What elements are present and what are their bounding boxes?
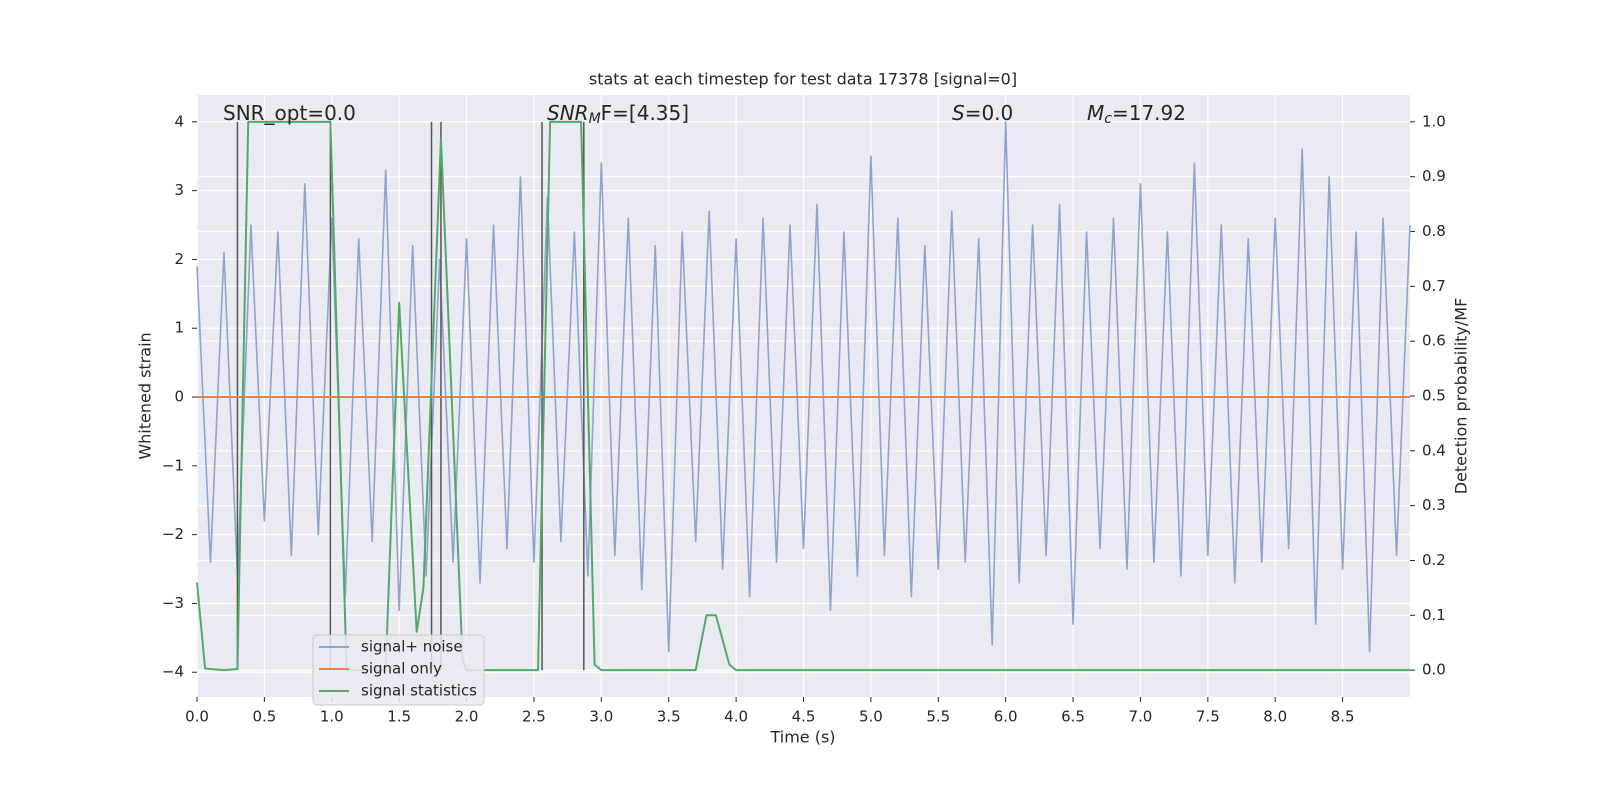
y-tick-label: 1 xyxy=(174,319,184,337)
x-tick-label: 7.5 xyxy=(1196,708,1220,726)
annotation-text: =0.0 xyxy=(965,101,1014,125)
y2-tick-label: 1.0 xyxy=(1422,112,1446,130)
y-tick-label: −3 xyxy=(162,594,184,612)
x-tick-label: 4.5 xyxy=(792,708,816,726)
annotation-symbol: S xyxy=(952,101,965,125)
y2-tick-label: 0.2 xyxy=(1422,551,1446,569)
annotation-text: =17.92 xyxy=(1112,101,1186,125)
annotation-text: F=[4.35] xyxy=(601,101,689,125)
x-tick-label: 3.5 xyxy=(657,708,681,726)
y2-tick-label: 0.8 xyxy=(1422,222,1446,240)
y-tick-label: 4 xyxy=(174,112,184,130)
y-axis-label: Whitened strain xyxy=(136,332,155,459)
y-tick-label: −2 xyxy=(162,525,184,543)
y-tick-label: 3 xyxy=(174,181,184,199)
y2-tick-label: 0.9 xyxy=(1422,167,1446,185)
legend-box xyxy=(312,634,485,706)
x-tick-label: 5.0 xyxy=(859,708,883,726)
legend-label: signal statistics xyxy=(361,682,477,700)
x-tick-label: 2.5 xyxy=(522,708,546,726)
y-tick-label: 2 xyxy=(174,250,184,268)
y2-axis-label: Detection probability/MF xyxy=(1452,298,1471,495)
annotation-subscript: M xyxy=(589,111,601,127)
annotation-symbol: M xyxy=(1087,101,1104,125)
y2-tick-label: 0.0 xyxy=(1422,661,1446,679)
x-tick-label: 1.0 xyxy=(320,708,344,726)
y2-tick-label: 0.4 xyxy=(1422,441,1446,459)
chart-title: stats at each timestep for test data 173… xyxy=(589,70,1017,89)
annotation-symbol: SNR xyxy=(547,101,589,125)
x-tick-label: 7.0 xyxy=(1129,708,1153,726)
y2-tick-label: 0.3 xyxy=(1422,496,1446,514)
x-tick-label: 8.5 xyxy=(1331,708,1355,726)
annotation-subscript: c xyxy=(1104,111,1112,127)
x-tick-label: 3.0 xyxy=(589,708,613,726)
legend-label: signal only xyxy=(361,660,442,678)
x-tick-label: 0.0 xyxy=(185,708,209,726)
legend-label: signal+ noise xyxy=(361,638,463,656)
x-tick-label: 5.5 xyxy=(926,708,950,726)
x-tick-label: 1.5 xyxy=(387,708,411,726)
y2-tick-label: 0.5 xyxy=(1422,387,1446,405)
y2-tick-label: 0.1 xyxy=(1422,606,1446,624)
x-axis-label: Time (s) xyxy=(769,728,835,747)
y-tick-label: 0 xyxy=(174,388,184,406)
y2-tick-label: 0.7 xyxy=(1422,277,1446,295)
y-tick-label: −4 xyxy=(162,663,184,681)
legend: signal+ noise signal only signal statistic… xyxy=(312,634,485,706)
x-tick-label: 8.0 xyxy=(1263,708,1287,726)
x-tick-label: 4.0 xyxy=(724,708,748,726)
y-tick-label: −1 xyxy=(162,456,184,474)
annotation: Mc=17.92 xyxy=(1087,101,1186,128)
x-tick-label: 6.5 xyxy=(1061,708,1085,726)
series-line xyxy=(196,120,1410,672)
y2-tick-label: 0.6 xyxy=(1422,332,1446,350)
annotation: S=0.0 xyxy=(952,101,1013,125)
x-tick-label: 0.5 xyxy=(252,708,276,726)
annotation: SNRMF=[4.35] xyxy=(547,101,689,128)
x-tick-label: 2.0 xyxy=(455,708,479,726)
annotation: SNR_opt=0.0 xyxy=(223,101,356,125)
x-tick-label: 6.0 xyxy=(994,708,1018,726)
series-line xyxy=(196,121,1411,653)
annotation-text: SNR_opt=0.0 xyxy=(223,101,356,125)
